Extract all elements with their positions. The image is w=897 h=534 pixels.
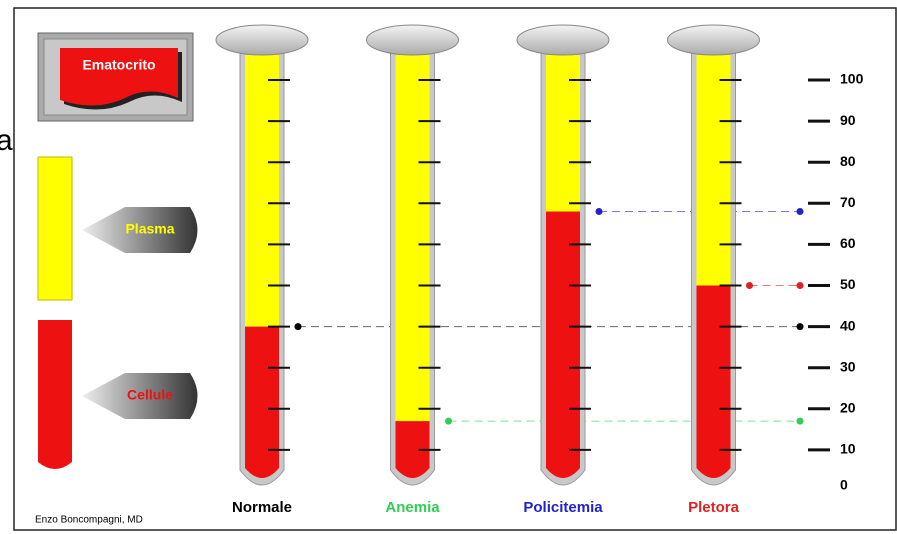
- tube-label: Normale: [232, 499, 292, 516]
- scale-label: 100: [840, 71, 864, 87]
- level-dot: [595, 208, 603, 216]
- plasma: [395, 55, 430, 422]
- credit: Enzo Boncompagni, MD: [35, 515, 143, 526]
- scale-label: 50: [840, 276, 856, 292]
- cells: [696, 285, 731, 478]
- cells: [546, 211, 580, 478]
- cells: [245, 326, 279, 478]
- cells: [395, 421, 430, 478]
- tube-label: Anemia: [385, 499, 440, 516]
- scale-label: 70: [840, 194, 856, 210]
- plasma: [245, 55, 279, 327]
- tube-cap: [366, 24, 459, 56]
- cells-arrow: [82, 373, 198, 419]
- level-dot: [796, 323, 804, 331]
- badge: Ematocrito: [37, 32, 194, 122]
- tube-cap: [667, 24, 760, 56]
- badge-label: Ematocrito: [82, 57, 155, 73]
- scale-label: 0: [840, 477, 848, 493]
- level-dot: [746, 282, 753, 289]
- plasma-arrow: [82, 207, 198, 253]
- tube-cap: [516, 24, 610, 56]
- level-dot: [294, 323, 302, 331]
- scale-label: 40: [840, 317, 856, 333]
- level-dot: [796, 417, 804, 425]
- scale-label: 60: [840, 235, 856, 251]
- level-dot: [445, 417, 452, 425]
- level-dot: [796, 282, 804, 289]
- level-dot: [796, 208, 804, 216]
- scale-label: 30: [840, 358, 856, 374]
- plasma: [696, 55, 731, 286]
- plasma-label: Plasma: [125, 221, 174, 237]
- scale-label: 10: [840, 441, 856, 457]
- scale-label: 90: [840, 112, 856, 128]
- tube-cap: [215, 24, 309, 56]
- frame: [13, 7, 897, 531]
- plasma: [546, 55, 580, 212]
- scale-label: 80: [840, 153, 856, 169]
- scale-label: 20: [840, 400, 856, 416]
- cells-label: Cellule: [127, 387, 173, 403]
- fragment: a: [0, 124, 13, 157]
- tube-label: Policitemia: [523, 499, 603, 516]
- cells-bar: [38, 320, 72, 469]
- tube-label: Pletora: [688, 499, 740, 516]
- plasma-bar: [37, 156, 73, 301]
